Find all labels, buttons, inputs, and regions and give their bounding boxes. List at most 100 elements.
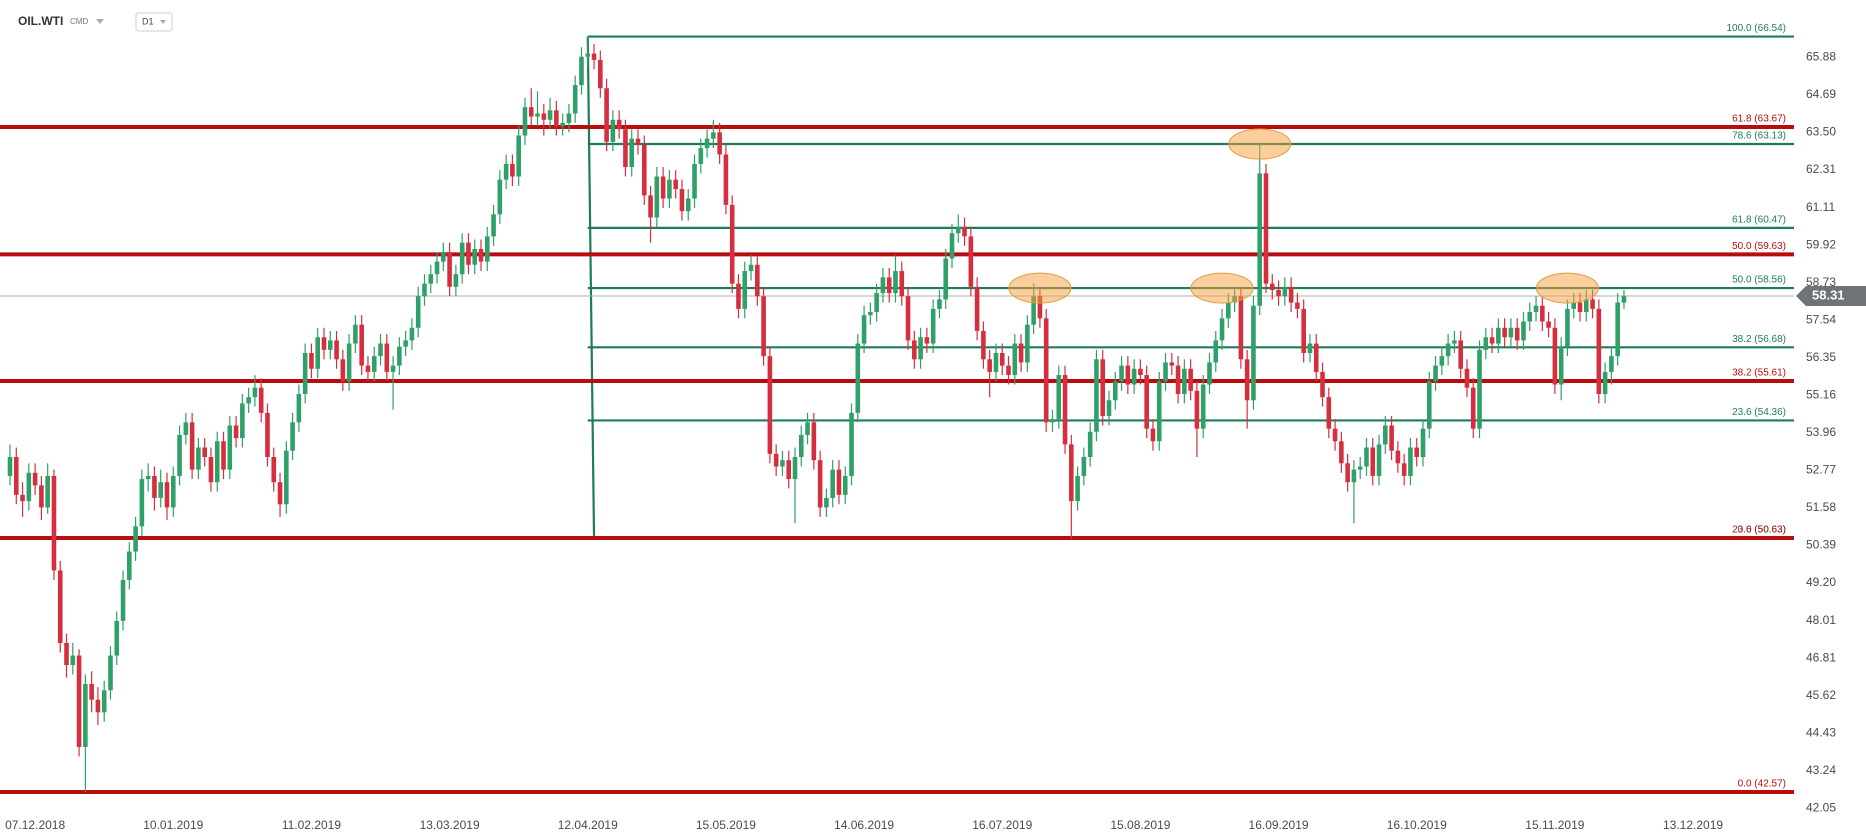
market[interactable]: CMD: [70, 17, 88, 26]
candle-body: [616, 119, 622, 130]
interval-box[interactable]: [135, 12, 173, 32]
candle-body: [397, 346, 402, 366]
candle-body: [1558, 346, 1564, 385]
candle-body: [1565, 308, 1570, 347]
candle-body: [516, 135, 521, 177]
x-tick-label: 16.09.2019: [1249, 818, 1309, 832]
candle-body: [579, 56, 584, 86]
candle-body: [133, 526, 138, 552]
y-tick-label: 58.73: [1806, 275, 1836, 289]
candle-body: [886, 277, 892, 294]
y-tick-label: 43.24: [1806, 763, 1836, 777]
candle-body: [277, 482, 283, 505]
candle-body: [541, 113, 547, 120]
candle-body: [334, 340, 339, 360]
candle-body: [1131, 368, 1137, 385]
candle-body: [748, 264, 754, 272]
last-price-box: [1796, 285, 1866, 306]
candle-body: [1320, 371, 1325, 398]
candle-body: [114, 620, 120, 656]
y-tick-label: 53.96: [1806, 425, 1836, 439]
candle-body: [868, 312, 873, 316]
candle-body: [692, 163, 697, 199]
candle-body: [1383, 425, 1388, 445]
candle-body: [1213, 340, 1219, 363]
candle-body: [240, 403, 245, 439]
candle-body: [484, 236, 490, 262]
candle-body: [252, 387, 258, 398]
candle-body: [371, 356, 377, 372]
symbol[interactable]: OIL.WTI: [18, 14, 63, 28]
candle-body: [202, 447, 207, 458]
y-tick-label: 59.92: [1806, 237, 1836, 251]
candle-body: [937, 299, 942, 309]
candle-body: [598, 59, 603, 89]
candle-body: [45, 475, 50, 508]
candle-body: [378, 343, 383, 357]
interval-arrow[interactable]: [160, 20, 166, 24]
candle-body: [654, 176, 660, 218]
candle-body: [246, 397, 251, 404]
candle-body: [755, 264, 760, 297]
candle-body: [610, 119, 616, 142]
candle-body: [673, 179, 678, 190]
candle-body: [1401, 463, 1407, 476]
candle-body: [1602, 371, 1608, 394]
candle-body: [1125, 365, 1131, 385]
candle-body: [491, 214, 496, 237]
fib-label: 78.6 (63.13): [1732, 131, 1786, 142]
candle-body: [893, 271, 898, 294]
candle-body: [1452, 340, 1457, 344]
candle-body: [20, 494, 25, 502]
candle-body: [930, 308, 936, 344]
candle-body: [1433, 365, 1438, 382]
x-tick-label: 16.10.2019: [1387, 818, 1447, 832]
candle-body: [648, 195, 653, 218]
candle-body: [510, 163, 515, 177]
candle-body: [409, 327, 415, 341]
candle-body: [1100, 359, 1106, 417]
candle-body: [1609, 356, 1614, 372]
candle-body: [503, 163, 509, 180]
candle-body: [679, 189, 685, 212]
candle-body: [836, 469, 842, 495]
candle-body: [290, 422, 295, 451]
candle-body: [51, 475, 57, 571]
candle-body: [64, 642, 69, 666]
candle-body: [773, 453, 779, 467]
candle-body: [39, 485, 44, 508]
x-tick-label: 15.08.2019: [1110, 818, 1170, 832]
candle-body: [1514, 327, 1520, 341]
candle-body: [1489, 337, 1495, 344]
candle-body: [830, 469, 835, 498]
candle-body: [459, 242, 465, 275]
candle-body: [704, 138, 710, 149]
candle-body: [623, 129, 628, 168]
candle-body: [1156, 381, 1162, 442]
fib-label: 50.0 (59.63): [1732, 241, 1786, 252]
candle-body: [1508, 327, 1514, 338]
candle-body: [1445, 343, 1451, 357]
candle-body: [1583, 299, 1589, 313]
candle-body: [1226, 302, 1231, 319]
candle-body: [214, 441, 220, 483]
candle-body: [57, 570, 63, 643]
x-tick-label: 07.12.2018: [5, 818, 65, 832]
candle-body: [1521, 321, 1526, 341]
dropdown-arrow[interactable]: [96, 19, 104, 24]
interval[interactable]: D1: [142, 16, 154, 26]
fib-label: 100.0 (66.54): [1727, 23, 1787, 34]
candle-body: [993, 352, 999, 372]
candle-body: [943, 258, 949, 300]
candle-body: [1119, 365, 1124, 382]
candle-body: [221, 441, 226, 470]
candle-body: [780, 460, 785, 467]
candle-body: [403, 340, 408, 347]
candle-body: [265, 412, 270, 458]
candle-body: [1596, 308, 1602, 394]
candle-body: [1169, 362, 1175, 366]
candle-body: [629, 138, 635, 168]
candle-body: [987, 359, 992, 372]
candle-body: [1351, 469, 1357, 483]
candle-body: [1087, 431, 1093, 458]
